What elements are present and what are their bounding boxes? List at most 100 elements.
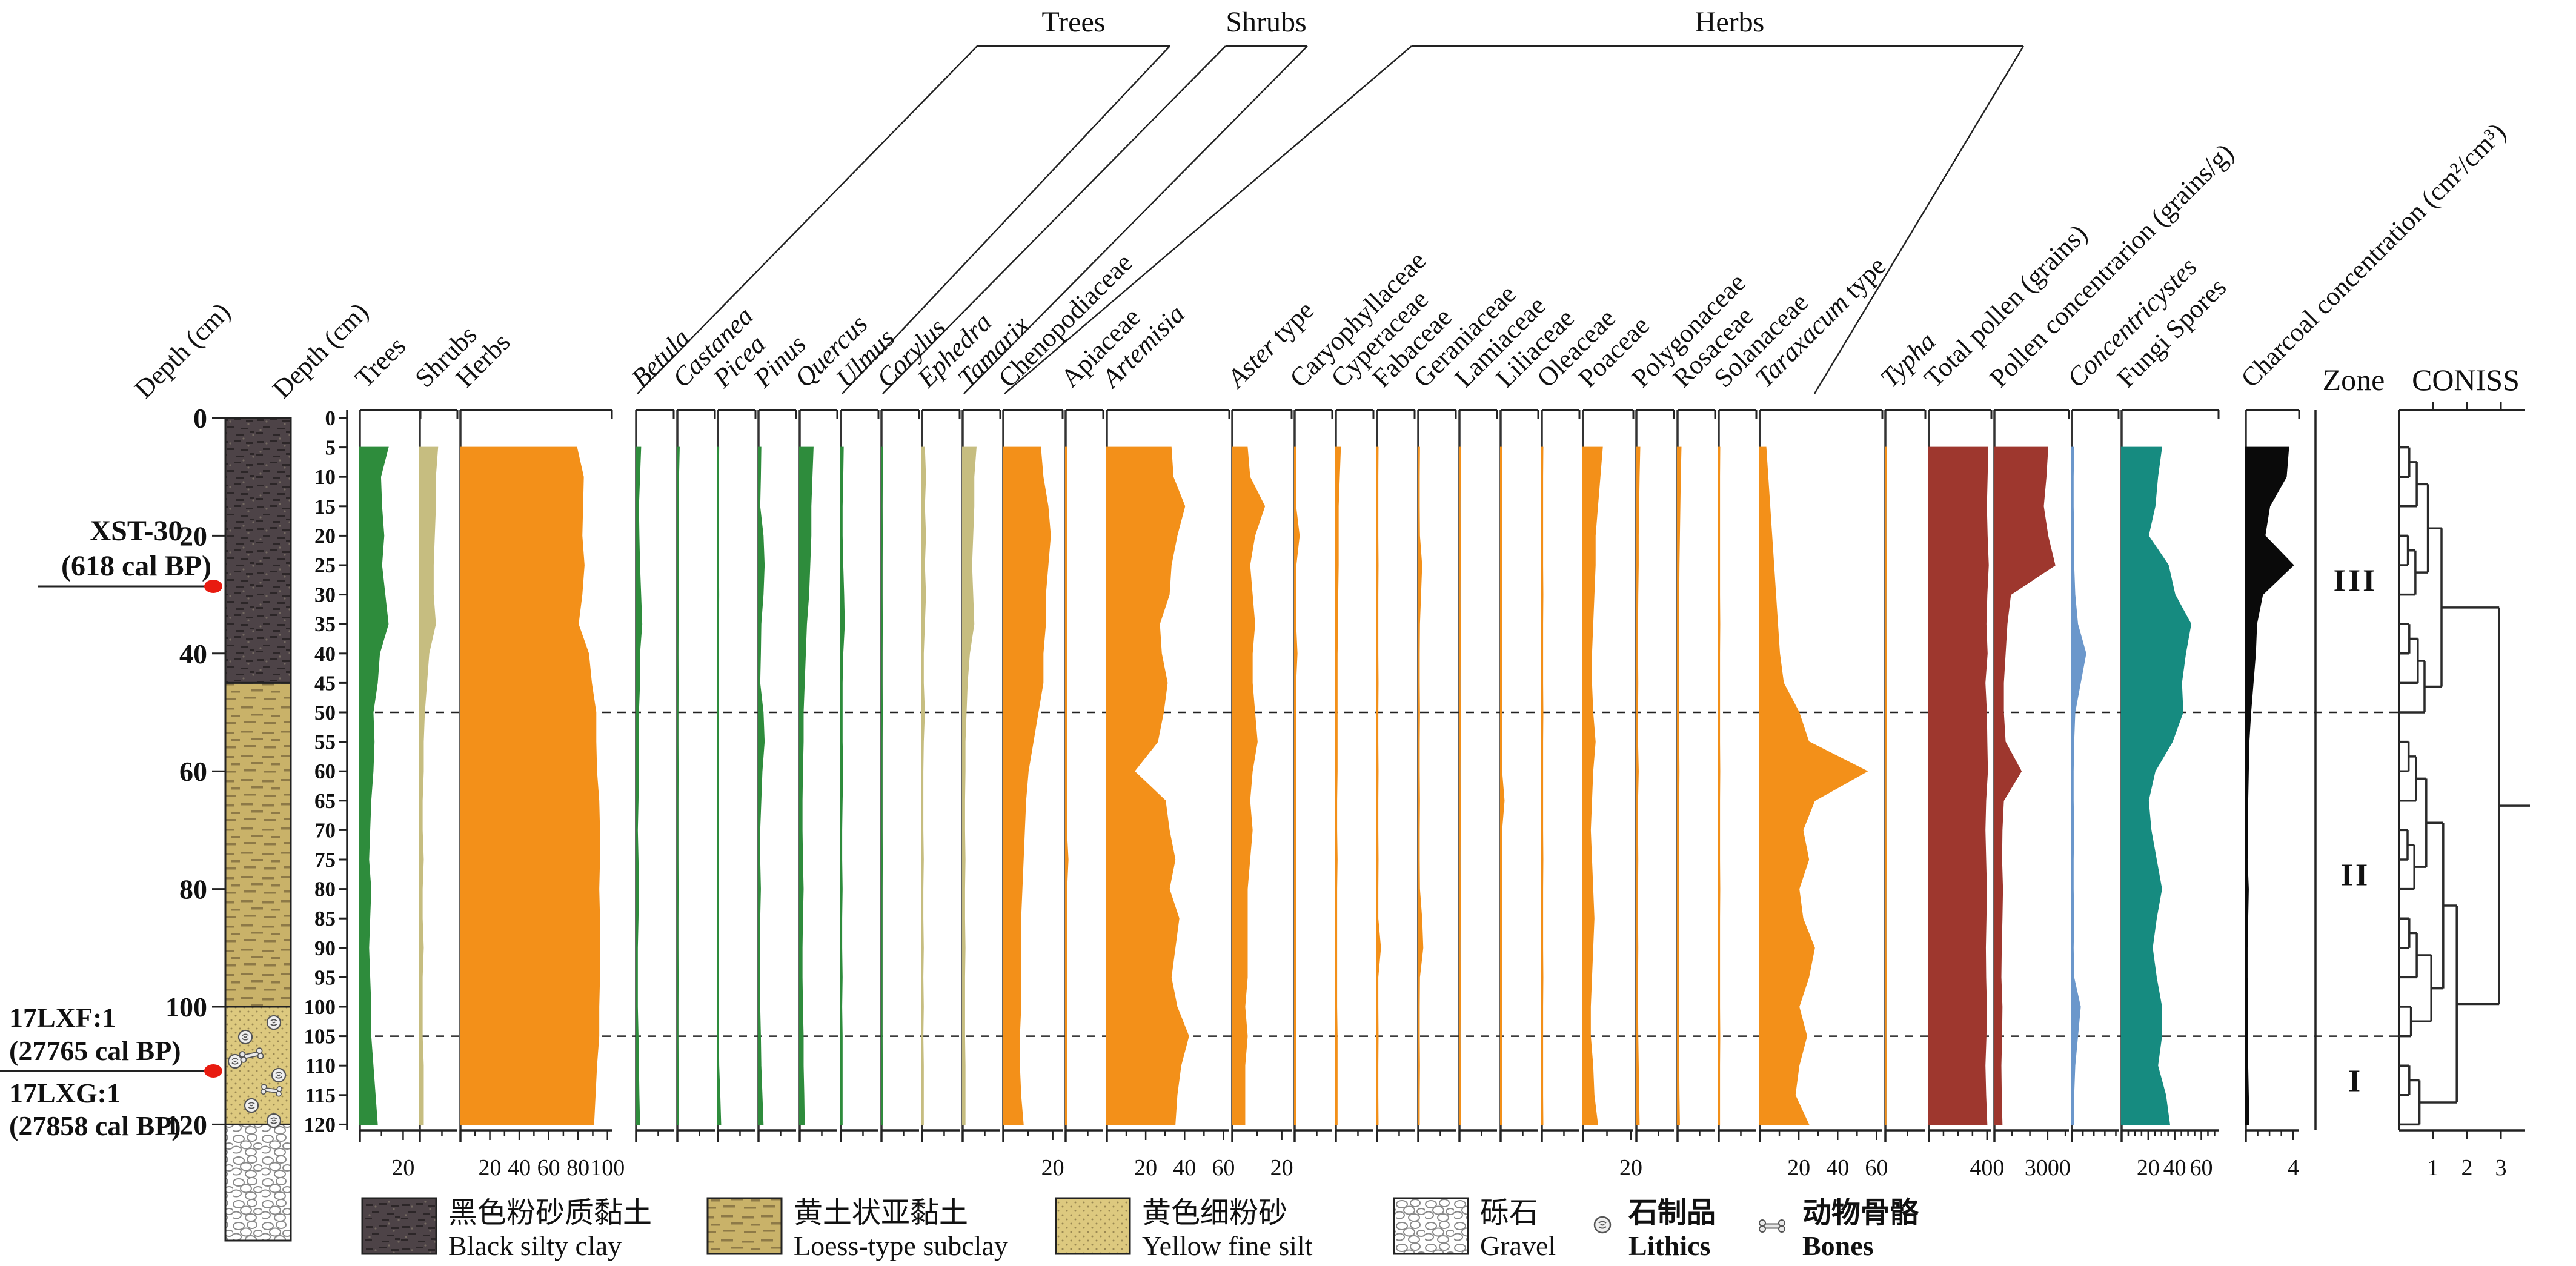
group-header-label: Herbs bbox=[1695, 6, 1765, 38]
core-depth-axis: 0 20 40 60 80 100 120 Depth (cm) bbox=[128, 297, 236, 1141]
silhouette-cyperaceae bbox=[1335, 446, 1341, 1125]
sample-depth-tick-label: 5 bbox=[325, 436, 336, 460]
sample-depth-tick-label: 60 bbox=[314, 760, 336, 783]
legend-zh-lithic: 石制品 bbox=[1628, 1197, 1716, 1229]
silhouette-trees bbox=[359, 446, 389, 1125]
core-depth-axis-label: Depth (cm) bbox=[128, 297, 236, 404]
sample-depth-tick-label: 75 bbox=[314, 848, 336, 872]
legend-zh-bone: 动物骨骼 bbox=[1802, 1197, 1919, 1229]
core-depth-tick-label: 0 bbox=[193, 403, 207, 434]
silhouette-taraxacum bbox=[1759, 446, 1868, 1125]
sample-depth-tick-label: 65 bbox=[314, 789, 336, 813]
silhouette-betula bbox=[636, 446, 643, 1125]
silhouette-polygonaceae bbox=[1636, 446, 1641, 1125]
sample-depth-tick-label: 50 bbox=[314, 701, 336, 724]
coniss-tick-label: 3 bbox=[2495, 1155, 2507, 1181]
axis-tick-label: 40 bbox=[1826, 1155, 1849, 1181]
sample-depth-tick-label: 45 bbox=[314, 671, 336, 695]
silhouette-caryophyllaceae bbox=[1294, 446, 1300, 1125]
dendrogram-branch bbox=[2399, 932, 2418, 979]
legend-swatch-dark-clay bbox=[361, 1197, 437, 1255]
dendrogram-branch bbox=[2442, 606, 2500, 1006]
core-depth-tick-label: 80 bbox=[179, 874, 207, 905]
date-age: (27765 cal BP) bbox=[9, 1035, 181, 1066]
axis-tick-label: 100 bbox=[590, 1155, 625, 1181]
column-title-trees: Trees bbox=[349, 331, 411, 393]
column-castanea: Castanea bbox=[666, 301, 759, 1142]
silhouette-picea bbox=[717, 446, 722, 1125]
legend-en-bone: Bones bbox=[1802, 1230, 1874, 1261]
silhouette-corylus bbox=[881, 446, 883, 1125]
column-quercus: Quercus bbox=[789, 309, 873, 1142]
silhouette-lamiaceae bbox=[1459, 446, 1461, 1125]
coniss-tick-label: 2 bbox=[2461, 1155, 2473, 1181]
zone-boundaries bbox=[360, 711, 2399, 1037]
axis-tick-label: 60 bbox=[537, 1155, 560, 1181]
group-headers: Trees Shrubs Herbs bbox=[637, 6, 2025, 394]
sample-depth-tick-label: 0 bbox=[325, 406, 336, 430]
column-charcoal: 4 Charcoal concentration (cm²/cm³) bbox=[2235, 117, 2511, 1181]
sample-depth-tick-label: 80 bbox=[314, 878, 336, 901]
sample-depth-tick-label: 70 bbox=[314, 818, 336, 842]
core-depth-tick-label: 60 bbox=[179, 756, 207, 787]
core-depth-tick-label: 40 bbox=[179, 638, 207, 669]
lithic-icon bbox=[1593, 1216, 1612, 1234]
core-depth-tick-label: 100 bbox=[165, 992, 207, 1022]
axis-tick-label: 60 bbox=[2190, 1155, 2213, 1181]
column-betula: Betula bbox=[625, 323, 695, 1142]
date-dot bbox=[204, 1064, 222, 1078]
silhouette-fabaceae bbox=[1376, 446, 1381, 1125]
sample-depth-tick-label: 35 bbox=[314, 612, 336, 636]
column-oleaceae: Oleaceae bbox=[1531, 303, 1621, 1142]
silhouette-rosaceae bbox=[1677, 446, 1682, 1125]
lithic-icon bbox=[244, 1098, 259, 1113]
column-ulmus: Ulmus bbox=[830, 323, 900, 1142]
silhouette-charcoal bbox=[2245, 446, 2294, 1125]
coniss-header: CONISS bbox=[2412, 363, 2520, 397]
axis-tick-label: 80 bbox=[566, 1155, 589, 1181]
dendrogram-branch bbox=[2399, 740, 2410, 772]
dendrogram-branch bbox=[2399, 660, 2426, 714]
silhouette-ulmus bbox=[840, 446, 845, 1125]
sample-depth-tick-label: 30 bbox=[314, 583, 336, 607]
silhouette-pinus bbox=[758, 446, 765, 1125]
dendrogram-branch bbox=[2399, 917, 2411, 949]
dendrogram-branch bbox=[2399, 446, 2411, 478]
sample-depth-tick-label: 95 bbox=[314, 966, 336, 989]
column-title-charcoal: Charcoal concentration (cm²/cm³) bbox=[2235, 117, 2511, 393]
core-depth-tick-label: 20 bbox=[179, 520, 207, 551]
legend-en-gravel: Gravel bbox=[1480, 1230, 1556, 1261]
column-corylus: Corylus bbox=[871, 313, 952, 1142]
axis-tick-label: 20 bbox=[1270, 1155, 1293, 1181]
group-bracket-line bbox=[637, 45, 978, 394]
lithic-icon bbox=[266, 1015, 282, 1030]
legend-en-lithic: Lithics bbox=[1628, 1230, 1710, 1261]
group-bracket-line bbox=[842, 45, 1170, 394]
group-bracket-line bbox=[1004, 45, 1412, 394]
legend-zh-dark-clay: 黑色粉砂质黏土 bbox=[448, 1197, 652, 1229]
dendrogram-branch bbox=[2419, 904, 2458, 1104]
axis-tick-label: 4 bbox=[2288, 1155, 2299, 1181]
axis-tick-label: 3000 bbox=[2025, 1155, 2071, 1181]
lithic-icon bbox=[227, 1053, 243, 1069]
date-label: XST-30 bbox=[90, 515, 183, 547]
legend-en-dark-clay: Black silty clay bbox=[448, 1230, 622, 1261]
column-liliaceae: Liliaceae bbox=[1490, 303, 1580, 1142]
bone-icon bbox=[260, 1084, 283, 1097]
silhouette-aster bbox=[1232, 446, 1266, 1125]
sample-depth-tick-label: 40 bbox=[314, 642, 336, 666]
zone-label-I: I bbox=[2348, 1064, 2363, 1099]
sample-depth-axis-label: Depth (cm) bbox=[267, 297, 374, 404]
sample-depth-tick-label: 90 bbox=[314, 936, 336, 960]
silhouette-castanea bbox=[677, 446, 680, 1125]
axis-tick-label: 20 bbox=[1134, 1155, 1157, 1181]
silhouette-artemisia bbox=[1106, 446, 1189, 1125]
bone-icon bbox=[1759, 1219, 1785, 1233]
date-markers: XST-30(618 cal BP) 17LXF:1(27765 cal BP) 1… bbox=[0, 515, 222, 1141]
silhouette-tamarix bbox=[962, 446, 977, 1125]
silhouette-quercus bbox=[799, 446, 814, 1125]
